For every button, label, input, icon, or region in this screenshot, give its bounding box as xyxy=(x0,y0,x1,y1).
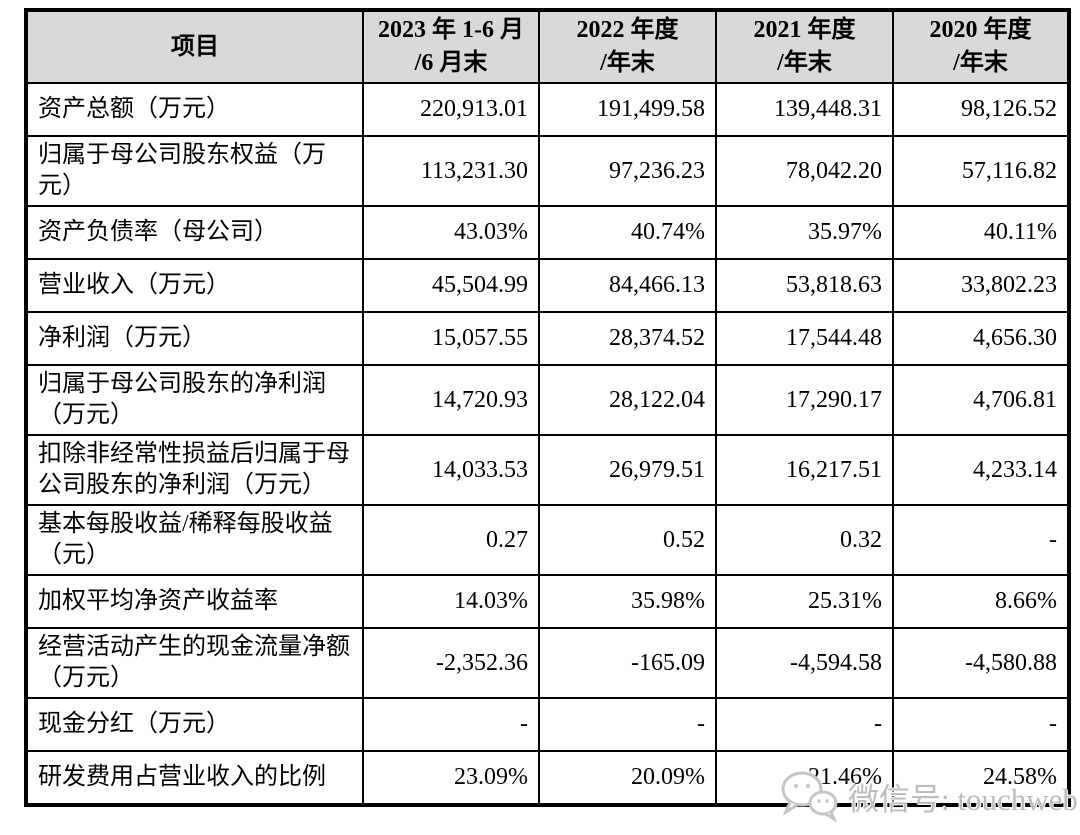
cell-value: -4,594.58 xyxy=(715,627,894,699)
cell-value: 57,116.82 xyxy=(892,135,1070,207)
cell-value: 25.31% xyxy=(715,574,894,629)
cell-value: 43.03% xyxy=(362,205,540,260)
cell-value: 98,126.52 xyxy=(892,82,1070,137)
row-label: 归属于母公司股东权益（万元） xyxy=(25,135,364,207)
cell-value: 45,504.99 xyxy=(362,258,540,313)
cell-value: 4,233.14 xyxy=(892,434,1070,506)
table-row: 归属于母公司股东的净利润（万元） 14,720.93 28,122.04 17,… xyxy=(25,364,1070,436)
header-col-2021-line2: /年末 xyxy=(777,50,832,76)
table-row: 净利润（万元） 15,057.55 28,374.52 17,544.48 4,… xyxy=(25,311,1070,366)
cell-value: 26,979.51 xyxy=(538,434,717,506)
header-item-label: 项目 xyxy=(171,33,219,60)
header-col-2020-line2: /年末 xyxy=(953,50,1008,76)
cell-value: 53,818.63 xyxy=(715,258,894,313)
cell-value: 4,706.81 xyxy=(892,364,1070,436)
cell-value: - xyxy=(538,697,717,752)
header-col-2021: 2021 年度 /年末 xyxy=(715,9,894,84)
cell-value: 0.32 xyxy=(715,504,894,576)
row-label: 扣除非经常性损益后归属于母公司股东的净利润（万元） xyxy=(25,434,364,506)
row-label: 净利润（万元） xyxy=(25,311,364,366)
row-label: 资产负债率（母公司） xyxy=(25,205,364,260)
cell-value: 14,720.93 xyxy=(362,364,540,436)
table-row: 扣除非经常性损益后归属于母公司股东的净利润（万元） 14,033.53 26,9… xyxy=(25,434,1070,506)
cell-value: 40.11% xyxy=(892,205,1070,260)
cell-value: 35.98% xyxy=(538,574,717,629)
header-item: 项目 xyxy=(25,9,364,84)
cell-value: 20.09% xyxy=(538,750,717,806)
cell-value: 28,122.04 xyxy=(538,364,717,436)
table-row: 现金分红（万元） - - - - xyxy=(25,697,1070,752)
table-row: 营业收入（万元） 45,504.99 84,466.13 53,818.63 3… xyxy=(25,258,1070,313)
cell-value: 14.03% xyxy=(362,574,540,629)
cell-value: 4,656.30 xyxy=(892,311,1070,366)
header-col-2022-line2: /年末 xyxy=(600,50,655,76)
cell-value: - xyxy=(892,697,1070,752)
header-col-2023-line1: 2023 年 1-6 月 xyxy=(378,17,524,43)
cell-value: 28,374.52 xyxy=(538,311,717,366)
cell-value: 17,290.17 xyxy=(715,364,894,436)
row-label: 加权平均净资产收益率 xyxy=(25,574,364,629)
cell-value: 84,466.13 xyxy=(538,258,717,313)
row-label: 基本每股收益/稀释每股收益（元） xyxy=(25,504,364,576)
table-row: 经营活动产生的现金流量净额（万元） -2,352.36 -165.09 -4,5… xyxy=(25,627,1070,699)
table-row: 资产总额（万元） 220,913.01 191,499.58 139,448.3… xyxy=(25,82,1070,137)
cell-value: 17,544.48 xyxy=(715,311,894,366)
cell-value: 139,448.31 xyxy=(715,82,894,137)
cell-value: 220,913.01 xyxy=(362,82,540,137)
cell-value: 33,802.23 xyxy=(892,258,1070,313)
header-col-2023-line2: /6 月末 xyxy=(414,50,488,76)
financial-summary-table: 项目 2023 年 1-6 月 /6 月末 2022 年度 /年末 2021 年… xyxy=(24,8,1071,807)
header-col-2020: 2020 年度 /年末 xyxy=(892,9,1070,84)
cell-value: 23.09% xyxy=(362,750,540,806)
cell-value: - xyxy=(892,504,1070,576)
cell-value: 24.58% xyxy=(892,750,1070,806)
cell-value: - xyxy=(362,697,540,752)
header-col-2022: 2022 年度 /年末 xyxy=(538,9,717,84)
cell-value: -2,352.36 xyxy=(362,627,540,699)
cell-value: -165.09 xyxy=(538,627,717,699)
cell-value: 35.97% xyxy=(715,205,894,260)
cell-value: 16,217.51 xyxy=(715,434,894,506)
watermark-text: 微信号: touchweb xyxy=(848,781,1078,817)
row-label: 经营活动产生的现金流量净额（万元） xyxy=(25,627,364,699)
cell-value: 113,231.30 xyxy=(362,135,540,207)
cell-value: 97,236.23 xyxy=(538,135,717,207)
header-row: 项目 2023 年 1-6 月 /6 月末 2022 年度 /年末 2021 年… xyxy=(25,9,1070,84)
row-label: 研发费用占营业收入的比例 xyxy=(25,750,364,806)
table-row: 归属于母公司股东权益（万元） 113,231.30 97,236.23 78,0… xyxy=(25,135,1070,207)
cell-value: - xyxy=(715,697,894,752)
cell-value: 40.74% xyxy=(538,205,717,260)
table-row: 加权平均净资产收益率 14.03% 35.98% 25.31% 8.66% xyxy=(25,574,1070,629)
cell-value: 0.27 xyxy=(362,504,540,576)
cell-value: 15,057.55 xyxy=(362,311,540,366)
header-col-2023: 2023 年 1-6 月 /6 月末 xyxy=(362,9,540,84)
header-col-2022-line1: 2022 年度 xyxy=(576,17,679,43)
wechat-watermark: 微信号: touchweb xyxy=(778,768,1078,824)
cell-value: 78,042.20 xyxy=(715,135,894,207)
row-label: 归属于母公司股东的净利润（万元） xyxy=(25,364,364,436)
row-label: 资产总额（万元） xyxy=(25,82,364,137)
table-row: 基本每股收益/稀释每股收益（元） 0.27 0.52 0.32 - xyxy=(25,504,1070,576)
cell-value: 8.66% xyxy=(892,574,1070,629)
cell-value: 14,033.53 xyxy=(362,434,540,506)
row-label: 现金分红（万元） xyxy=(25,697,364,752)
cell-value: 191,499.58 xyxy=(538,82,717,137)
wechat-icon xyxy=(778,768,840,824)
header-col-2020-line1: 2020 年度 xyxy=(929,17,1032,43)
cell-value: 0.52 xyxy=(538,504,717,576)
row-label: 营业收入（万元） xyxy=(25,258,364,313)
table-row: 资产负债率（母公司） 43.03% 40.74% 35.97% 40.11% xyxy=(25,205,1070,260)
header-col-2021-line1: 2021 年度 xyxy=(753,17,856,43)
cell-value: -4,580.88 xyxy=(892,627,1070,699)
